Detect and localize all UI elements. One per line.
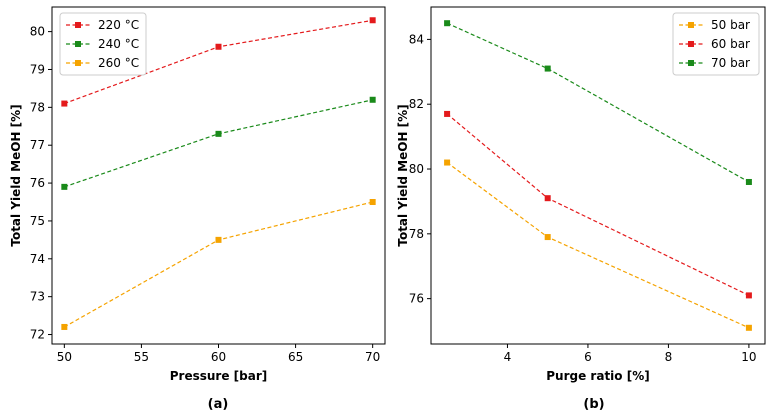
x-tick-label-a: 60 <box>211 350 226 364</box>
legend-label-a-0: 220 °C <box>98 18 139 32</box>
x-tick-label-a: 50 <box>57 350 72 364</box>
y-tick-label-b: 82 <box>409 97 424 111</box>
data-point-a-1 <box>61 183 68 190</box>
data-point-a-2 <box>61 323 68 330</box>
legend-label-a-1: 240 °C <box>98 37 139 51</box>
legend-a <box>59 12 147 76</box>
legend-marker-a-2 <box>75 60 81 66</box>
legend-marker-b-0 <box>688 22 694 28</box>
data-point-b-0 <box>444 159 451 166</box>
data-point-a-2 <box>369 199 376 206</box>
x-tick-label-b: 6 <box>584 350 592 364</box>
data-point-a-0 <box>369 17 376 24</box>
data-point-b-1 <box>544 195 551 202</box>
y-tick-label-a: 75 <box>30 214 45 228</box>
data-point-a-1 <box>369 96 376 103</box>
data-point-b-0 <box>745 324 752 331</box>
y-tick-label-a: 76 <box>30 176 45 190</box>
y-axis-label-a: Total Yield MeOH [%] <box>9 104 23 246</box>
plot-frame-b <box>430 6 766 345</box>
y-tick-label-a: 79 <box>30 62 45 76</box>
chart-b: 4 6 8 10 76 78 80 82 84 Purge ratio [%] Total Yiel… <box>396 6 766 383</box>
x-tick-label-b: 4 <box>504 350 512 364</box>
x-axis-label-a: Pressure [bar] <box>170 369 268 383</box>
legend-label-b-0: 50 bar <box>711 18 750 32</box>
y-tick-label-b: 76 <box>409 292 424 306</box>
x-tick-label-b: 8 <box>665 350 673 364</box>
x-tick-label-a: 70 <box>365 350 380 364</box>
x-axis-label-b: Purge ratio [%] <box>546 369 649 383</box>
y-tick-label-a: 73 <box>30 290 45 304</box>
data-point-b-0 <box>544 234 551 241</box>
data-point-a-2 <box>215 236 222 243</box>
legend-marker-b-1 <box>688 41 694 47</box>
y-tick-label-a: 80 <box>30 25 45 39</box>
legend-label-a-2: 260 °C <box>98 56 139 70</box>
legend-marker-a-0 <box>75 22 81 28</box>
x-tick-label-b: 10 <box>741 350 756 364</box>
panel-b-label: (b) <box>583 397 604 412</box>
series-line-b-0 <box>446 162 750 329</box>
y-tick-label-a: 78 <box>30 100 45 114</box>
legend-marker-b-2 <box>688 60 694 66</box>
y-tick-label-a: 74 <box>30 252 45 266</box>
data-point-a-1 <box>215 130 222 137</box>
series-line-a-2 <box>64 201 373 328</box>
data-point-a-0 <box>215 43 222 50</box>
data-point-b-2 <box>444 20 451 27</box>
series-line-b-1 <box>446 113 750 296</box>
y-tick-label-b: 80 <box>409 162 424 176</box>
chart-a: 50 55 60 65 70 72 73 74 75 76 77 78 79 80 Pressure [ba… <box>9 6 386 383</box>
y-tick-label-a: 77 <box>30 138 45 152</box>
data-point-b-2 <box>745 178 752 185</box>
series-line-a-1 <box>64 99 373 188</box>
y-tick-label-b: 78 <box>409 227 424 241</box>
x-tick-label-a: 65 <box>288 350 303 364</box>
data-point-a-0 <box>61 100 68 107</box>
x-tick-label-a: 55 <box>134 350 149 364</box>
legend-label-b-2: 70 bar <box>711 56 750 70</box>
legend-b <box>672 12 760 76</box>
legend-marker-a-1 <box>75 41 81 47</box>
data-point-b-1 <box>444 110 451 117</box>
y-axis-label-b: Total Yield MeOH [%] <box>396 104 410 246</box>
legend-label-b-1: 60 bar <box>711 37 750 51</box>
panel-a-label: (a) <box>208 397 229 412</box>
data-point-b-1 <box>745 292 752 299</box>
data-point-b-2 <box>544 65 551 72</box>
y-tick-label-a: 72 <box>30 328 45 342</box>
y-tick-label-b: 84 <box>409 32 424 46</box>
